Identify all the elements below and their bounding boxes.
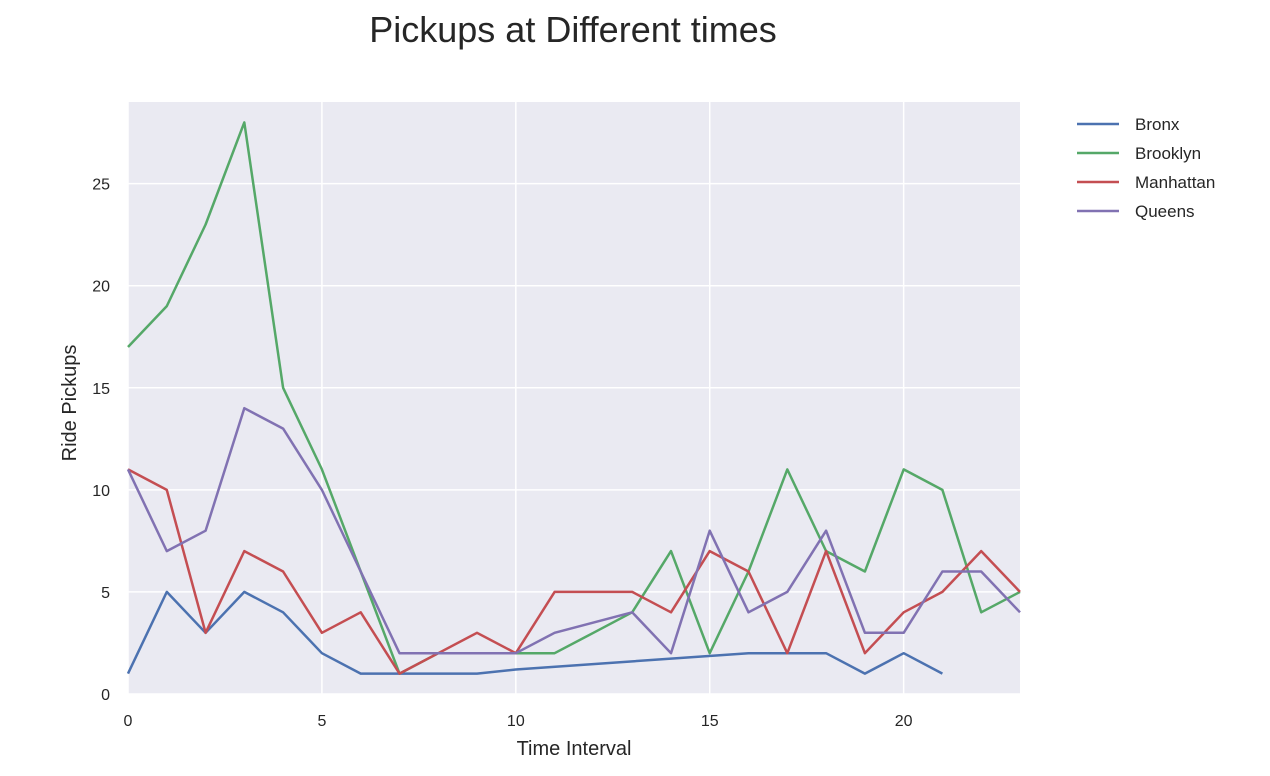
series-line-queens [126, 406, 1021, 655]
x-tick-label: 5 [317, 713, 326, 730]
series-line-brooklyn [127, 121, 1021, 675]
y-tick-label: 20 [92, 279, 110, 296]
legend-label-queens: Queens [1135, 202, 1195, 221]
y-axis-label: Ride Pickups [59, 345, 81, 462]
y-tick-label: 0 [101, 687, 110, 704]
x-tick-label: 10 [507, 713, 525, 730]
grid-lines [127, 102, 1020, 695]
x-tick-label: 20 [895, 713, 913, 730]
x-axis-label: Time Interval [517, 738, 632, 760]
legend-label-bronx: Bronx [1135, 115, 1180, 134]
series-line-manhattan [127, 468, 1021, 675]
chart-title: Pickups at Different times [369, 9, 777, 50]
legend: Bronx Brooklyn Manhattan Queens [1077, 115, 1215, 221]
y-tick-label: 15 [92, 381, 110, 398]
y-tick-label: 25 [92, 177, 110, 194]
y-tick-label: 5 [101, 585, 110, 602]
x-tick-label: 15 [701, 713, 719, 730]
legend-label-brooklyn: Brooklyn [1135, 144, 1201, 163]
y-tick-label: 10 [92, 483, 110, 500]
legend-label-manhattan: Manhattan [1135, 173, 1215, 192]
tick-labels: 0 5 10 15 20 0 5 10 15 20 25 [92, 177, 912, 730]
x-tick-label: 0 [124, 713, 133, 730]
series-lines [126, 121, 1021, 675]
plot-area [128, 102, 1020, 694]
series-line-bronx [126, 590, 943, 675]
